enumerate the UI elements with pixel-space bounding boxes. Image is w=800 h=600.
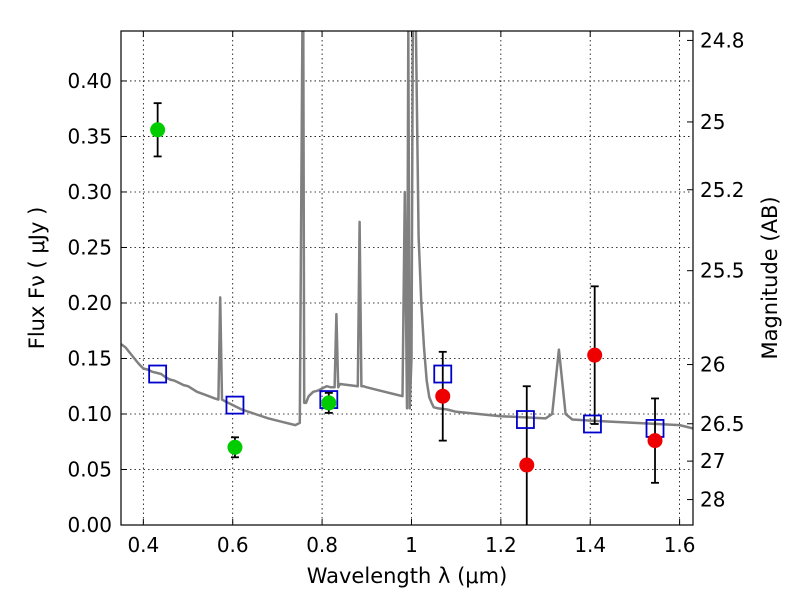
- mag-tick-label: 25: [700, 110, 725, 134]
- model-band-square: [433, 364, 453, 384]
- plot-frame: [120, 30, 694, 526]
- observed-point: [321, 395, 337, 411]
- model-sed-line: [121, 31, 693, 430]
- y-axis-title: Flux Fν ( μJy ): [25, 207, 49, 350]
- right-axis-title: Magnitude (AB): [758, 196, 782, 359]
- observed-point: [227, 439, 243, 455]
- y-tick-label: 0.15: [67, 346, 112, 370]
- mag-tick-label: 24.8: [700, 28, 745, 52]
- model-band-square: [225, 395, 245, 415]
- model-band-square: [516, 410, 535, 429]
- x-tick-label: 1.6: [664, 533, 696, 557]
- y-tick-label: 0.20: [67, 291, 112, 315]
- y-tick-label: 0.30: [67, 180, 112, 204]
- y-tick-label: 0.25: [67, 235, 112, 259]
- observed-point: [647, 433, 663, 449]
- model-band-square: [148, 364, 168, 384]
- mag-tick-label: 25.2: [700, 178, 745, 202]
- axis-ticks: [121, 31, 693, 526]
- model-band-square: [583, 414, 602, 434]
- mag-tick-label: 27: [700, 449, 725, 473]
- mag-tick-label: 25.5: [700, 259, 745, 283]
- mag-tick-label: 26: [700, 353, 725, 377]
- y-tick-label: 0.40: [67, 69, 112, 93]
- x-tick-label: 0.6: [217, 533, 249, 557]
- mag-tick-label: 26.5: [700, 412, 745, 436]
- observed-point: [587, 347, 603, 363]
- y-tick-label: 0.00: [67, 513, 112, 537]
- mag-tick-label: 28: [700, 488, 725, 512]
- y-tick-label: 0.05: [67, 457, 112, 481]
- x-tick-label: 1.2: [485, 533, 517, 557]
- observed-point: [150, 122, 166, 138]
- x-tick-label: 0.8: [306, 533, 338, 557]
- y-tick-label: 0.35: [67, 124, 112, 148]
- data-markers: [148, 122, 665, 473]
- observed-point: [519, 457, 535, 473]
- observed-point: [435, 388, 451, 404]
- x-axis-title: Wavelength λ (μm): [307, 564, 508, 588]
- y-tick-label: 0.10: [67, 402, 112, 426]
- x-tick-label: 0.4: [127, 533, 159, 557]
- x-tick-label: 1.4: [574, 533, 606, 557]
- x-tick-label: 1: [405, 533, 418, 557]
